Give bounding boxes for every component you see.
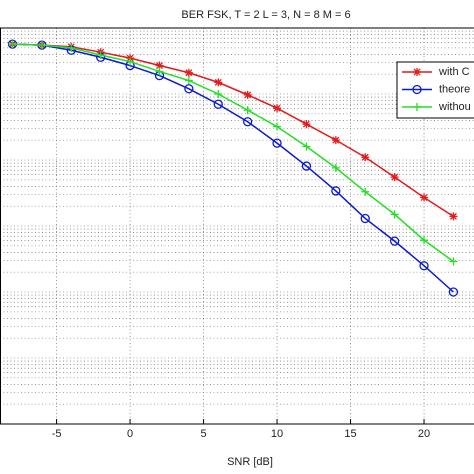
marker (273, 122, 282, 131)
marker (96, 50, 105, 59)
marker-shape (273, 104, 282, 113)
marker-shape (331, 163, 340, 172)
legend-label: theore (439, 83, 470, 95)
marker (413, 68, 421, 76)
marker (360, 213, 370, 224)
marker (273, 104, 282, 113)
marker-shape (243, 117, 253, 127)
marker-shape (390, 173, 399, 182)
marker (448, 287, 459, 297)
marker (331, 136, 340, 145)
marker-shape (214, 90, 223, 98)
marker-shape (126, 57, 135, 66)
marker-shape (96, 50, 105, 59)
marker (302, 142, 311, 151)
marker-shape (155, 61, 164, 70)
marker-shape (419, 261, 429, 271)
marker (126, 57, 135, 66)
x-tick-label: 0 (127, 428, 133, 440)
marker-shape (390, 210, 399, 219)
marker-shape (361, 187, 370, 196)
marker-shape (449, 257, 458, 266)
x-tick-label: -5 (52, 428, 62, 440)
x-tick-label: 20 (418, 428, 430, 440)
marker-shape (184, 76, 193, 85)
marker (420, 193, 429, 202)
marker (214, 78, 223, 87)
marker-shape (302, 142, 311, 151)
marker (449, 212, 458, 221)
marker (302, 120, 311, 129)
marker-shape (8, 40, 17, 49)
marker (213, 99, 223, 109)
marker-shape (243, 106, 252, 115)
marker-shape (213, 99, 223, 109)
marker-shape (413, 103, 421, 111)
marker (389, 236, 400, 246)
marker (331, 186, 341, 196)
marker (8, 40, 17, 49)
marker (420, 236, 429, 245)
marker-shape (360, 213, 370, 224)
marker (155, 61, 164, 70)
marker-shape (301, 161, 312, 171)
legend-label: with C (438, 66, 470, 78)
marker-shape (412, 84, 422, 95)
plot-frame (0, 27, 474, 425)
marker (361, 153, 370, 162)
marker (184, 84, 194, 94)
marker (331, 163, 340, 172)
marker-shape (449, 212, 458, 221)
marker-shape (184, 84, 194, 94)
series-line (12, 43, 454, 293)
marker-shape (67, 43, 76, 52)
marker-shape (243, 90, 252, 99)
marker-shape (302, 120, 311, 129)
marker (214, 90, 223, 98)
marker-shape (331, 186, 341, 196)
marker (67, 43, 76, 52)
marker-shape (361, 153, 370, 162)
chart-title: BER FSK, T = 2 L = 3, N = 8 M = 6 (181, 9, 350, 21)
x-tick-label: 5 (201, 428, 207, 440)
marker-shape (331, 136, 340, 145)
marker-shape (155, 67, 164, 76)
marker-shape (448, 287, 459, 297)
marker-shape (37, 41, 46, 50)
x-tick-label: 15 (344, 428, 356, 440)
marker-shape (420, 236, 429, 245)
x-tick-label: 10 (271, 428, 283, 440)
marker (390, 210, 399, 219)
marker (301, 161, 312, 171)
marker-shape (273, 122, 282, 131)
marker-shape (214, 78, 223, 87)
legend-label: withou (438, 101, 471, 113)
marker-shape (184, 68, 193, 77)
marker-shape (413, 68, 421, 76)
marker (390, 173, 399, 182)
marker (243, 90, 252, 99)
marker (412, 84, 422, 95)
marker (37, 41, 46, 50)
marker-shape (389, 236, 400, 246)
marker (184, 68, 193, 77)
x-axis-label: SNR [dB] (227, 456, 273, 468)
marker-shape (420, 193, 429, 202)
marker (413, 103, 421, 111)
marker-shape (272, 138, 282, 148)
marker (272, 138, 282, 148)
marker (361, 187, 370, 196)
marker (184, 76, 193, 85)
marker (243, 117, 253, 127)
marker (449, 257, 458, 266)
series-line (12, 43, 454, 217)
marker (419, 261, 429, 271)
marker (155, 67, 164, 76)
series-line (12, 43, 454, 263)
marker (243, 106, 252, 115)
